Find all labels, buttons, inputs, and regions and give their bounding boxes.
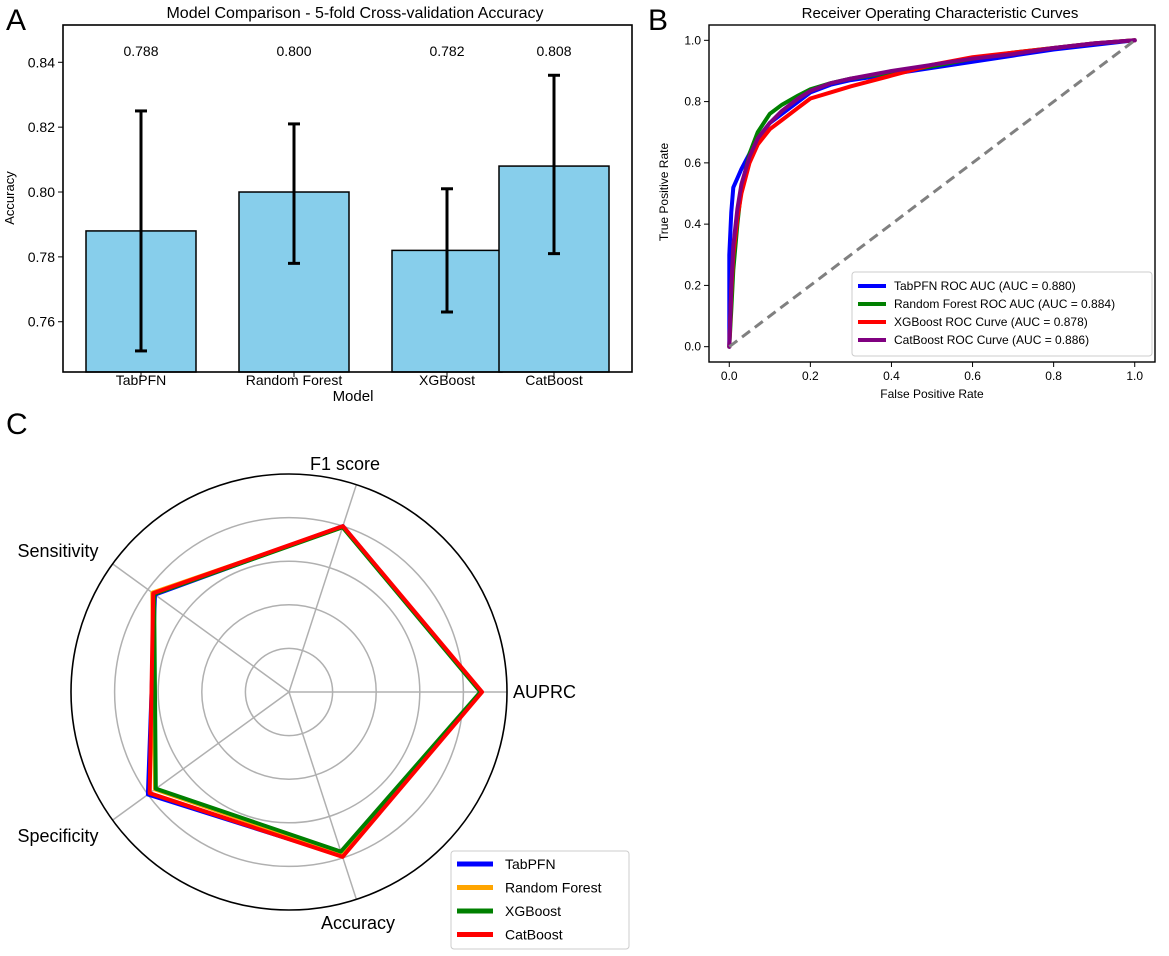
roc-ytick-label: 0.6 [684,156,701,170]
radar-outer-ring [70,473,508,911]
roc-chance-diagonal [728,39,1136,348]
roc-xtick-label: 1.0 [1126,369,1143,383]
radar-legend-label: XGBoost [505,903,561,919]
bar-chart-xtick-label: TabPFN [116,372,167,388]
panel-c-radar-chart: AUPRC F1 score Sensitivity Specificity Accur… [17,454,630,950]
radar-spoke [288,484,358,693]
roc-xtick-label: 0.4 [883,369,900,383]
bar-value-label: 0.808 [536,43,571,59]
bar-chart-ytick-label: 0.84 [28,54,55,70]
roc-ytick-label: 1.0 [684,33,701,47]
radar-spoke [288,691,358,900]
radar-axis-label: AUPRC [513,682,576,702]
bar-value-label: 0.782 [429,43,464,59]
roc-xtick-label: 0.6 [964,369,981,383]
bar-chart-xtick-label: XGBoost [419,372,475,388]
roc-ytick-label: 0.2 [684,278,701,292]
roc-xtick-label: 0.0 [721,369,738,383]
radar-axis-label: Accuracy [321,913,395,933]
roc-legend-label: TabPFN ROC AUC (AUC = 0.880) [894,279,1076,293]
radar-axis-label: Specificity [17,826,98,846]
radar-legend-label: CatBoost [505,927,563,943]
roc-legend-label: XGBoost ROC Curve (AUC = 0.878) [894,315,1088,329]
radar-legend-label: Random Forest [505,880,602,896]
panel-b-roc-chart: Receiver Operating Characteristic Curves… [657,5,1156,401]
radar-spoke [112,691,290,821]
roc-curve-tabpfn [727,38,1137,349]
roc-ytick-label: 0.8 [684,95,701,109]
roc-chart-xlabel: False Positive Rate [880,387,984,401]
bar-chart-ylabel: Accuracy [2,171,17,225]
radar-legend: TabPFN Random Forest XGBoost CatBoost [450,850,630,950]
roc-xtick-label: 0.2 [802,369,819,383]
bar-chart-ytick-label: 0.76 [28,314,55,330]
bar-value-label: 0.788 [123,43,158,59]
panel-letter-a: A [6,4,26,37]
roc-legend: TabPFN ROC AUC (AUC = 0.880) Random Fores… [851,271,1153,357]
radar-legend-label: TabPFN [505,856,556,872]
radar-spoke [112,563,290,693]
bar-chart-frame [62,24,633,373]
radar-axis-label: F1 score [310,454,380,474]
bar-chart-title: Model Comparison - 5-fold Cross-validati… [166,5,543,22]
radar-axis-label: Sensitivity [17,541,98,561]
panel-letter-b: B [648,4,668,37]
roc-chart-title: Receiver Operating Characteristic Curves [802,5,1079,22]
roc-ytick-label: 0.4 [684,217,701,231]
panel-letter-c: C [6,408,28,441]
radar-series-catboost [147,524,485,859]
roc-ytick-label: 0.0 [684,340,701,354]
bar-chart-ytick-label: 0.80 [28,184,55,200]
panel-a-bar-chart: Model Comparison - 5-fold Cross-validati… [2,5,633,405]
radar-legend-box [450,850,630,950]
bar-chart-ytick-label: 0.82 [28,119,55,135]
roc-curve-catboost [727,38,1137,349]
bar-chart-xtick-label: CatBoost [525,372,583,388]
roc-xtick-label: 0.8 [1045,369,1062,383]
roc-legend-label: CatBoost ROC Curve (AUC = 0.886) [894,333,1089,347]
roc-chart-ylabel: True Positive Rate [657,143,671,242]
bar-chart-ytick-label: 0.78 [28,249,55,265]
roc-legend-label: Random Forest ROC AUC (AUC = 0.884) [894,297,1115,311]
bar-chart-xlabel: Model [333,388,374,405]
roc-chart-frame [708,24,1156,363]
roc-legend-box [851,271,1153,357]
bar-value-label: 0.800 [276,43,311,59]
bar-chart-xtick-label: Random Forest [246,372,343,388]
